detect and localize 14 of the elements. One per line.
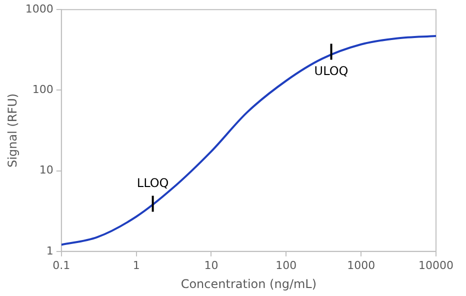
x-tick-label: 100 [276,258,297,272]
x-axis-title: Concentration (ng/mL) [180,276,317,291]
x-tick-label: 1000 [347,258,376,272]
y-tick-label: 1000 [25,2,54,16]
annotation: ULOQ [314,64,348,78]
x-tick-label: 10 [204,258,218,272]
y-tick-label: 100 [32,83,54,96]
x-tick-label: 10000 [418,258,454,272]
y-axis-title: Signal (RFU) [5,93,20,168]
x-tick-label: 1 [132,258,140,272]
x-tick-label: 0.1 [52,258,70,272]
y-tick-label: 1 [46,244,54,258]
annotation: LLOQ [136,176,169,190]
y-tick-label: 10 [39,164,54,177]
